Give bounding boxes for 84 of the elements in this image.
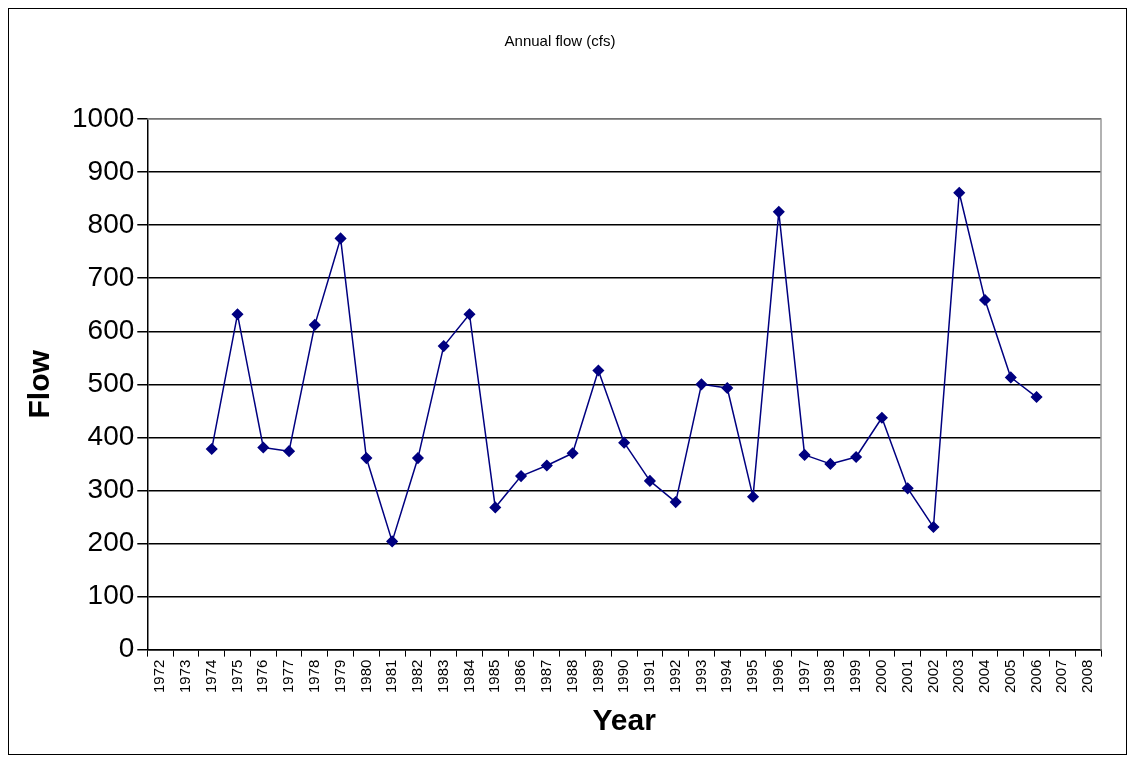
point [695,378,708,391]
x-tick-label: 1985 [485,659,503,694]
x-tick-label: 1999 [846,659,864,694]
x-tick-label: 2002 [923,659,941,694]
point [1030,391,1043,403]
point [876,412,888,424]
y-tick-label: 700 [87,260,135,292]
point [566,447,579,460]
y-tick-label: 300 [87,473,135,505]
x-tick-label: 1974 [201,659,219,694]
x-tick-label: 1987 [536,659,554,694]
point [773,206,785,218]
x-tick-label: 1995 [743,659,761,694]
x-tick-label: 1996 [768,659,786,694]
point [721,382,733,394]
x-tick-label: 2000 [872,659,890,694]
x-tick-label: 1990 [614,659,632,694]
x-tick-label: 1975 [227,659,245,694]
x-tick-label: 1982 [408,659,426,694]
point [205,443,218,455]
point [360,452,373,464]
point [257,441,270,454]
point [953,187,965,199]
point [747,491,759,503]
x-tick-label: 2007 [1052,659,1070,694]
point [412,452,424,464]
point [798,449,811,461]
x-tick-label: 1978 [304,659,322,694]
x-tick-label: 1988 [562,659,580,694]
x-tick-label: 1994 [717,659,735,694]
point [850,451,862,463]
point [463,308,476,321]
point [437,340,450,352]
y-tick-label: 0 [118,632,135,664]
point [979,294,991,306]
y-axis-title: Flow [22,349,56,419]
point [901,482,914,495]
x-tick-label: 1983 [433,659,451,694]
x-tick-label: 2004 [975,659,993,694]
point [592,364,605,377]
x-tick-label: 1991 [640,659,658,694]
y-tick-label: 500 [87,367,135,399]
x-tick-label: 1989 [588,659,606,694]
x-tick-label: 1977 [279,659,297,694]
y-tick-label: 200 [87,526,135,558]
x-tick-label: 1973 [176,659,194,694]
x-tick-label: 1972 [150,659,168,694]
x-tick-label: 1993 [691,659,709,694]
x-tick-label: 1997 [794,659,812,694]
y-tick-label: 400 [87,420,135,452]
x-tick-label: 2006 [1026,659,1044,694]
x-axis-title: Year [592,703,657,737]
point [927,521,940,533]
point [283,445,295,457]
point [541,459,553,472]
x-tick-label: 1998 [820,659,838,694]
y-tick-label: 900 [87,154,135,186]
y-tick-label: 600 [87,313,135,345]
point [386,535,398,548]
point [644,475,656,487]
point [1005,371,1017,384]
x-tick-label: 1992 [665,659,683,694]
x-tick-label: 1979 [330,659,348,694]
point [309,319,321,331]
point [489,501,502,514]
point [669,496,682,508]
point [618,436,630,449]
x-tick-label: 2003 [949,659,967,694]
chart-title: Annual flow (cfs) [504,32,616,50]
x-tick-label: 1976 [253,659,271,694]
point [334,232,347,245]
x-tick-label: 1986 [511,659,529,694]
point [824,458,837,470]
x-tick-label: 2005 [1000,659,1018,694]
x-tick-label: 2008 [1078,659,1096,694]
y-tick-label: 800 [87,207,135,239]
y-tick-label: 100 [87,579,135,611]
x-tick-label: 2001 [897,659,915,694]
y-tick-label: 1000 [71,101,135,133]
x-tick-label: 1980 [356,659,374,694]
point [515,470,527,482]
point [231,308,244,321]
x-tick-label: 1981 [382,659,400,694]
x-tick-label: 1984 [459,659,477,694]
